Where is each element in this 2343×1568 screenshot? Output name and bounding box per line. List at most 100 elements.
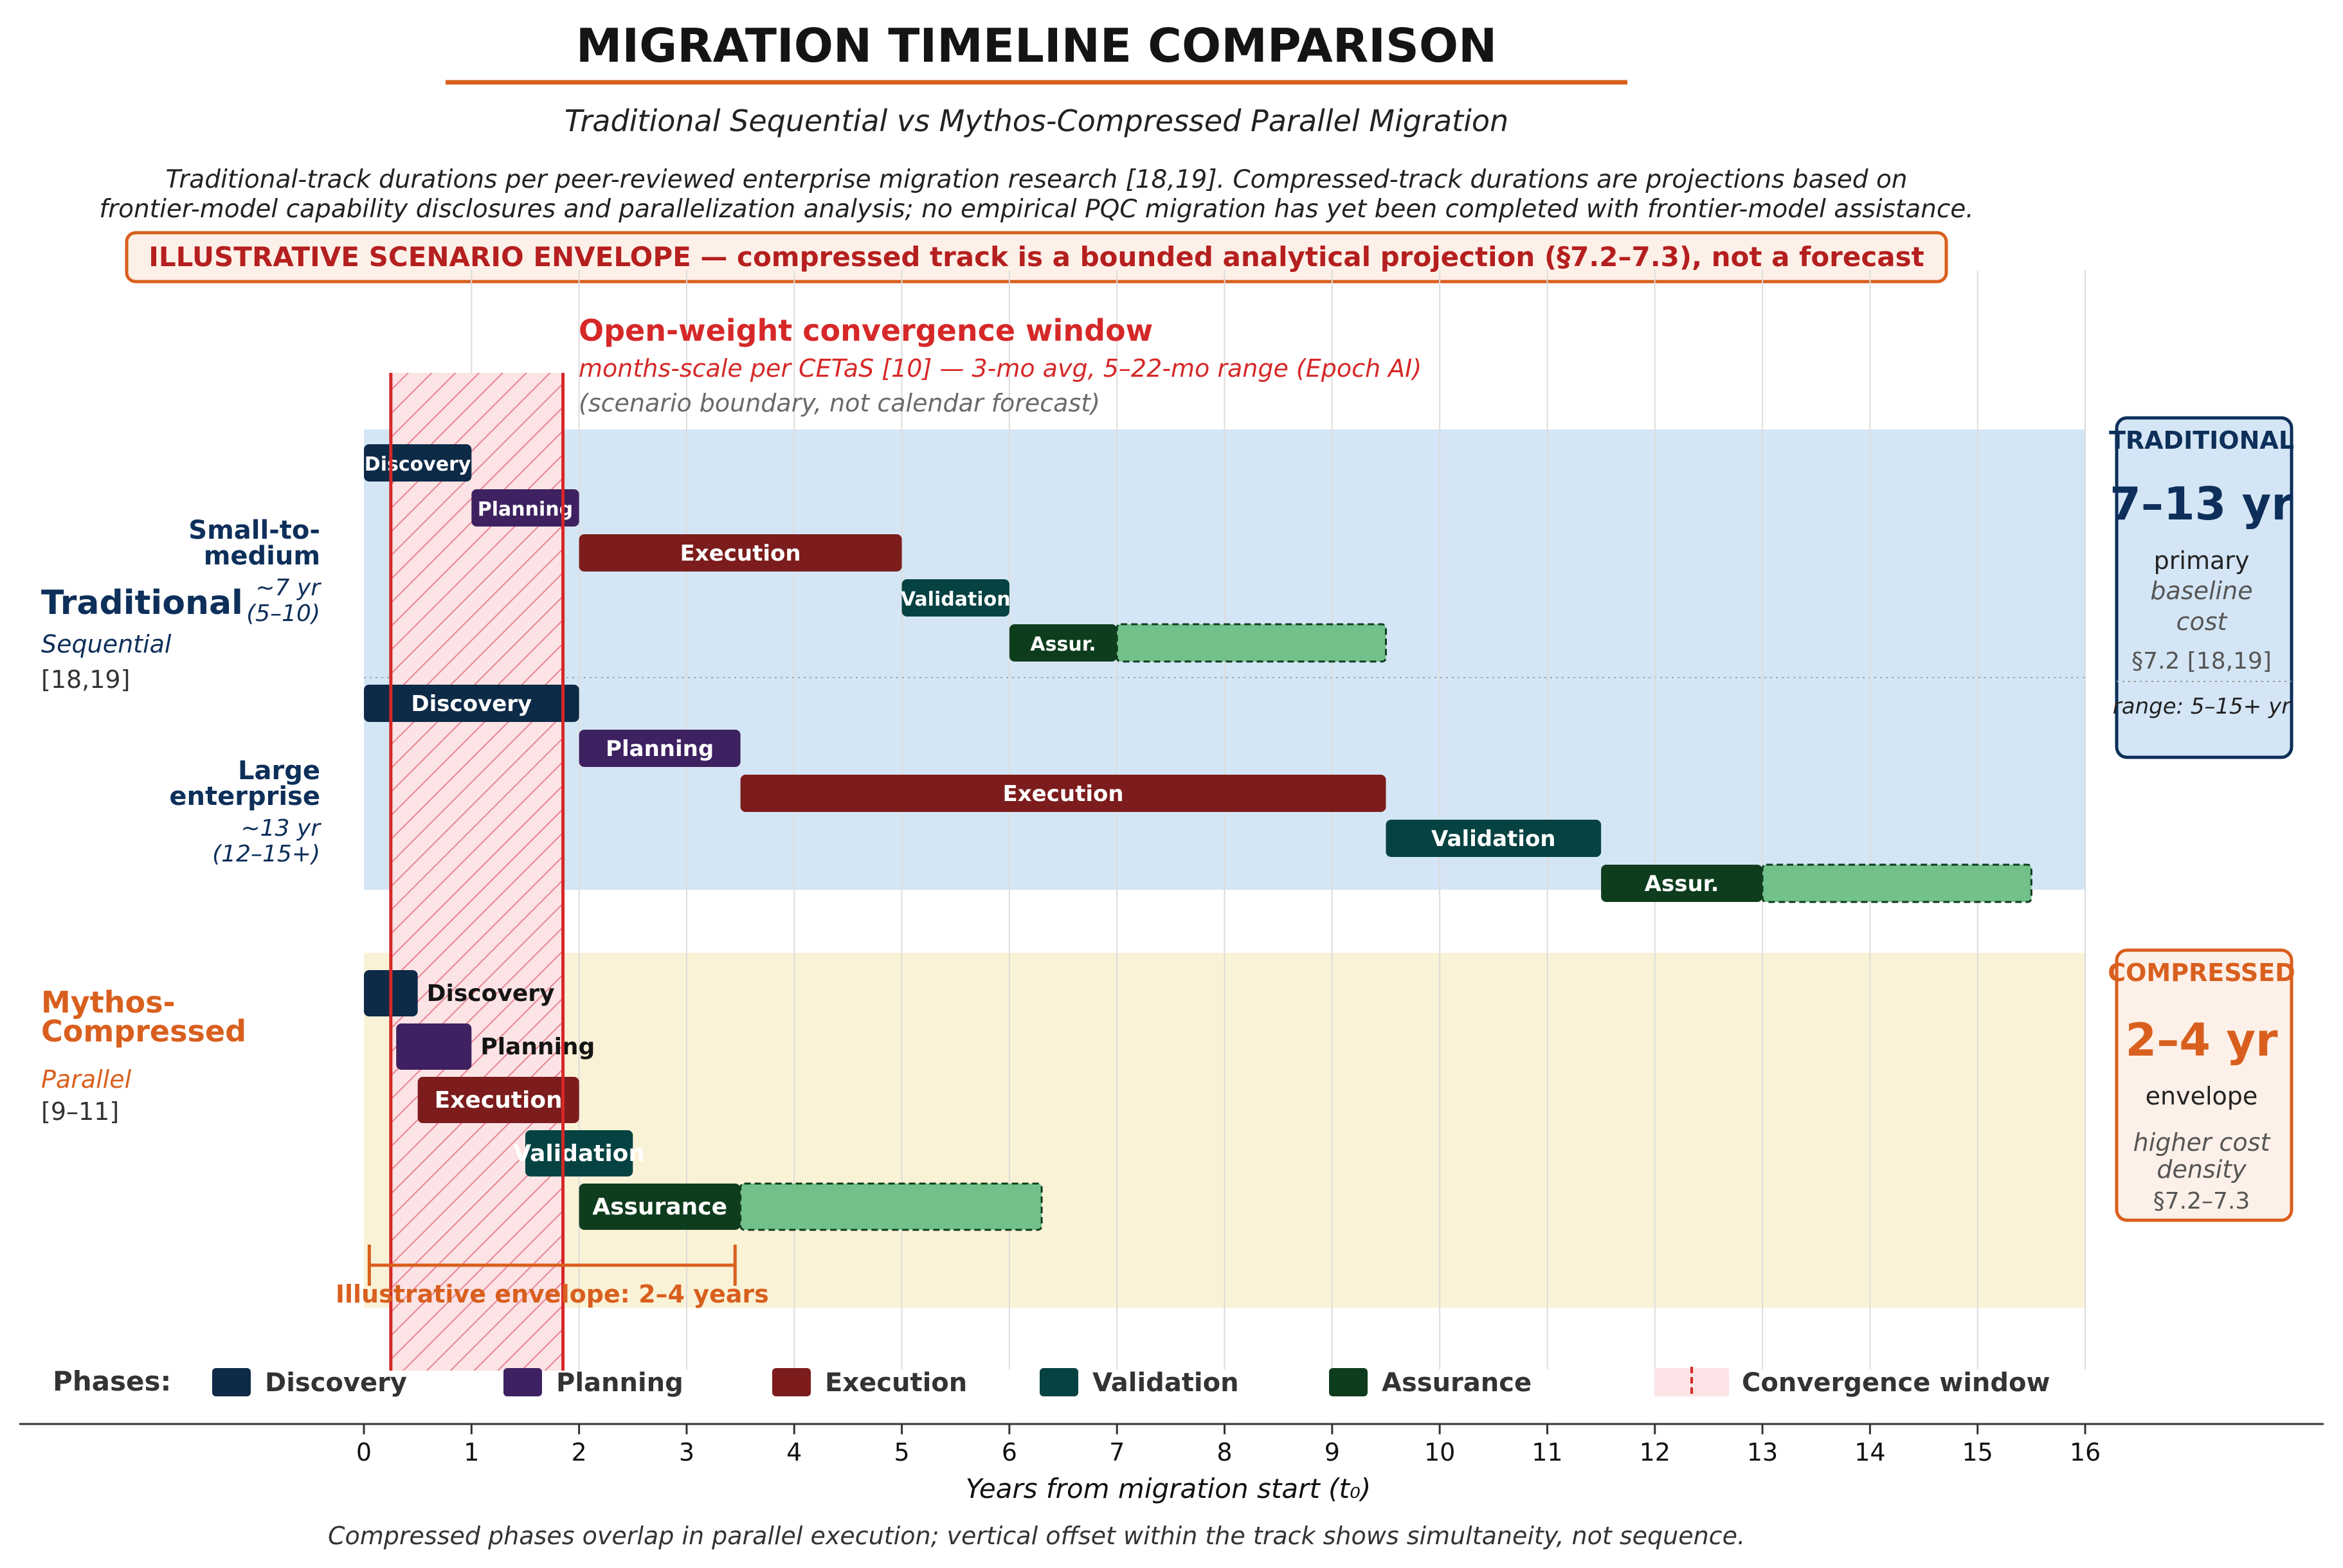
x-tick-label: 4 bbox=[786, 1438, 802, 1466]
x-tick-label: 0 bbox=[356, 1438, 372, 1466]
traditional-summary-ref: §7.2 [18,19] bbox=[2131, 648, 2272, 674]
execution-bar bbox=[579, 534, 902, 572]
discovery-bar-label: Discovery bbox=[365, 453, 471, 476]
compressed-summary-line-3: density bbox=[2157, 1155, 2247, 1184]
traditional-summary-heading: TRADITIONAL bbox=[2109, 426, 2294, 455]
source-note-line-2: frontier-model capability disclosures an… bbox=[99, 195, 1973, 224]
legend-label-validation: Validation bbox=[1092, 1368, 1239, 1398]
compressed-track-label-1: Mythos- bbox=[41, 985, 176, 1020]
compressed-summary-box bbox=[2115, 948, 2293, 1222]
compressed-summary-line-2: higher cost bbox=[2133, 1128, 2272, 1157]
x-axis-label: Years from migration start (t₀) bbox=[966, 1473, 1371, 1504]
execution-bar-label: Execution bbox=[680, 541, 801, 566]
traditional-track-label: Traditional bbox=[41, 584, 243, 622]
legend-swatch-execution bbox=[772, 1368, 811, 1396]
validation-bar bbox=[1386, 820, 1602, 857]
x-tick-label: 13 bbox=[1747, 1438, 1778, 1466]
x-tick-label: 2 bbox=[572, 1438, 587, 1466]
planning-bar-label: Planning bbox=[478, 498, 573, 521]
x-tick-label: 1 bbox=[464, 1438, 479, 1466]
x-tick-label: 12 bbox=[1640, 1438, 1670, 1466]
legend-label-discovery: Discovery bbox=[265, 1368, 407, 1398]
convergence-disclaimer: (scenario boundary, not calendar forecas… bbox=[579, 389, 1100, 417]
x-tick-label: 6 bbox=[1002, 1438, 1017, 1466]
planning-bar-label: Planning bbox=[480, 1034, 595, 1060]
x-tick-label: 3 bbox=[679, 1438, 694, 1466]
compressed-summary-value: 2–4 yr bbox=[2126, 1014, 2278, 1067]
planning-bar bbox=[471, 489, 579, 527]
traditional-summary-box bbox=[2115, 416, 2293, 759]
convergence-detail: months-scale per CETaS [10] — 3-mo avg, … bbox=[579, 354, 1422, 383]
legend-label-convergence-window: Convergence window bbox=[1742, 1368, 2050, 1398]
x-tick-label: 16 bbox=[2070, 1438, 2101, 1466]
convergence-window-fill bbox=[390, 373, 563, 1371]
legend-swatch-planning bbox=[503, 1368, 542, 1396]
traditional-track-ref: [18,19] bbox=[41, 665, 130, 694]
small-medium-label-1: Small-to- bbox=[188, 516, 320, 545]
small-medium-duration: ~7 yr bbox=[255, 575, 321, 601]
discovery-bar-label: Discovery bbox=[411, 691, 532, 717]
assurance-bar bbox=[579, 1184, 741, 1230]
traditional-summary-line-2: baseline bbox=[2150, 577, 2252, 605]
validation-bar-label: Validation bbox=[901, 588, 1011, 611]
compressed-track-label-2: Compressed bbox=[41, 1014, 246, 1049]
compressed-summary-heading: COMPRESSED bbox=[2108, 959, 2295, 987]
validation-bar bbox=[901, 579, 1009, 617]
legend-swatch-assurance bbox=[1329, 1368, 1368, 1396]
execution-bar bbox=[740, 775, 1386, 812]
planning-bar bbox=[396, 1023, 472, 1070]
x-tick-label: 5 bbox=[894, 1438, 909, 1466]
scenario-banner bbox=[125, 231, 1948, 284]
large-enterprise-duration: ~13 yr bbox=[240, 815, 321, 842]
validation-bar-label: Validation bbox=[1431, 826, 1555, 852]
compressed-summary-line-1: envelope bbox=[2146, 1082, 2258, 1110]
x-tick-label: 14 bbox=[1854, 1438, 1885, 1466]
x-tick-label: 9 bbox=[1325, 1438, 1340, 1466]
large-enterprise-label-2: enterprise bbox=[169, 782, 320, 811]
traditional-track-sub: Sequential bbox=[41, 630, 172, 658]
assurance-extension-bar bbox=[1116, 623, 1387, 663]
legend-swatch-validation bbox=[1040, 1368, 1078, 1396]
execution-bar-label: Execution bbox=[1003, 781, 1124, 807]
x-tick-label: 8 bbox=[1217, 1438, 1232, 1466]
discovery-bar-label: Discovery bbox=[427, 980, 555, 1007]
convergence-title: Open-weight convergence window bbox=[579, 313, 1153, 348]
legend-label-planning: Planning bbox=[556, 1368, 683, 1398]
chart-subtitle: Traditional Sequential vs Mythos-Compres… bbox=[565, 104, 1508, 138]
legend-label-execution: Execution bbox=[825, 1368, 967, 1398]
x-tick-label: 7 bbox=[1109, 1438, 1125, 1466]
traditional-summary-value: 7–13 yr bbox=[2110, 478, 2293, 530]
legend-swatch-discovery bbox=[212, 1368, 251, 1396]
x-tick-label: 15 bbox=[1962, 1438, 1993, 1466]
x-tick-label: 10 bbox=[1424, 1438, 1455, 1466]
planning-bar bbox=[579, 730, 741, 767]
assurance-extension-bar bbox=[739, 1182, 1043, 1231]
traditional-summary-line-1: primary bbox=[2154, 546, 2250, 575]
compressed-track-ref: [9–11] bbox=[41, 1097, 119, 1126]
traditional-summary-range: range: 5–15+ yr bbox=[2113, 694, 2292, 719]
legend-title: Phases: bbox=[53, 1365, 171, 1397]
scenario-banner-text: ILLUSTRATIVE SCENARIO ENVELOPE — compres… bbox=[149, 241, 1924, 273]
assurance-bar-label: Assur. bbox=[1645, 871, 1719, 897]
assurance-extension-bar bbox=[1761, 863, 2032, 903]
validation-bar bbox=[525, 1130, 633, 1176]
execution-bar bbox=[417, 1077, 579, 1123]
discovery-bar bbox=[364, 685, 579, 722]
execution-bar-label: Execution bbox=[435, 1087, 563, 1113]
large-enterprise-range: (12–15+) bbox=[212, 841, 320, 867]
assurance-bar-label: Assurance bbox=[592, 1194, 727, 1220]
compressed-summary-ref: §7.2–7.3 bbox=[2153, 1188, 2250, 1214]
assurance-bar bbox=[1009, 624, 1117, 662]
small-medium-label-2: medium bbox=[204, 541, 320, 571]
legend-label-assurance: Assurance bbox=[1382, 1368, 1532, 1398]
footer-note: Compressed phases overlap in parallel ex… bbox=[328, 1522, 1745, 1550]
assurance-bar bbox=[1601, 865, 1763, 902]
compressed-track-sub: Parallel bbox=[41, 1065, 132, 1094]
validation-bar-label: Validation bbox=[513, 1140, 645, 1167]
envelope-label: Illustrative envelope: 2–4 years bbox=[336, 1280, 769, 1308]
assurance-bar-label: Assur. bbox=[1030, 633, 1096, 656]
chart-title: MIGRATION TIMELINE COMPARISON bbox=[576, 19, 1497, 73]
source-note-line-1: Traditional-track durations per peer-rev… bbox=[165, 165, 1907, 194]
x-tick-label: 11 bbox=[1532, 1438, 1562, 1466]
